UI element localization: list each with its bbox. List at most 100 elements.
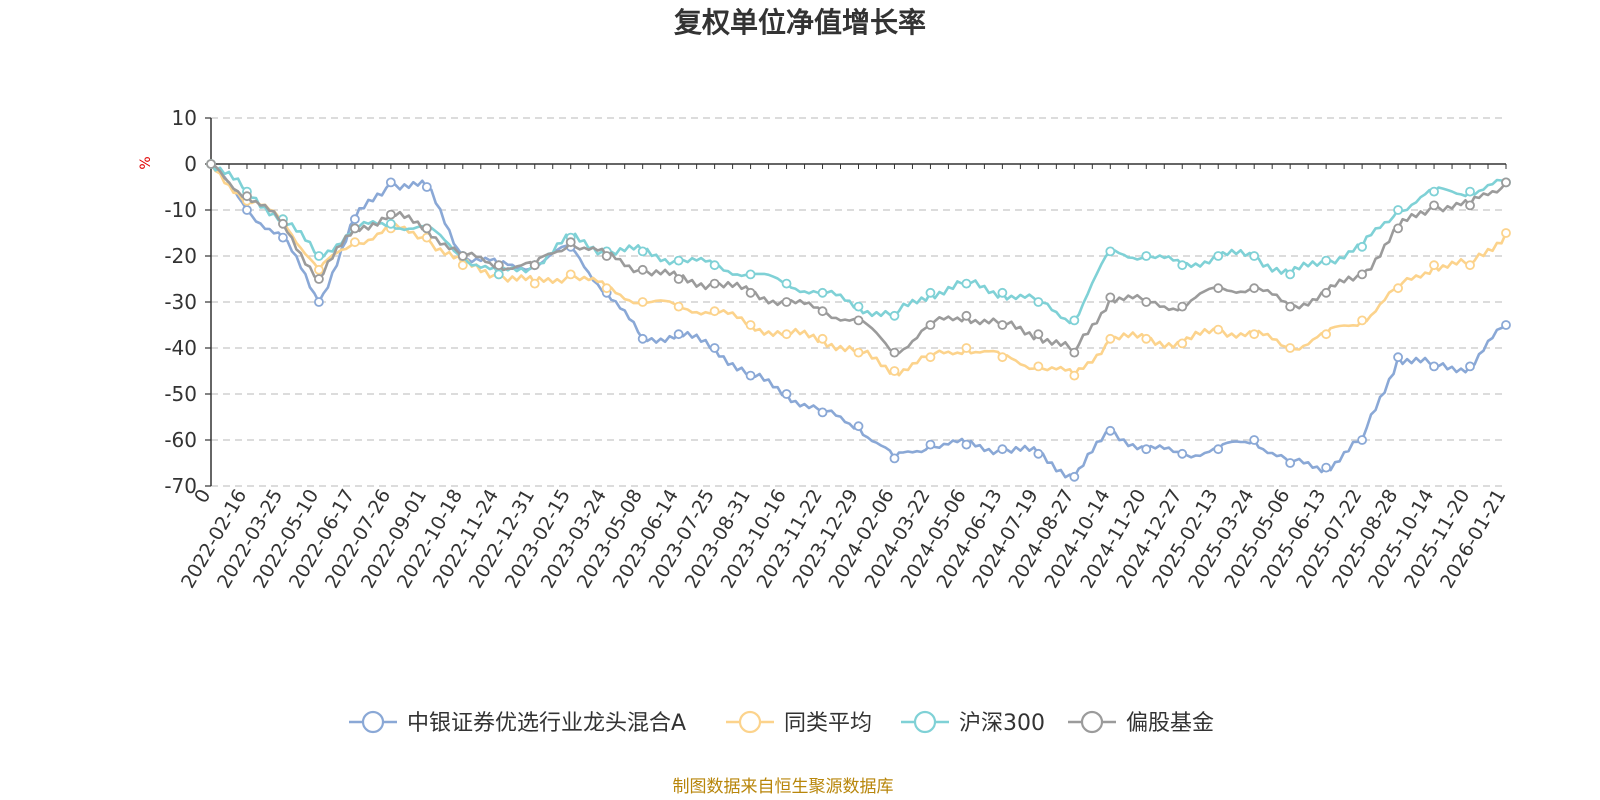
y-tick-label: -40 <box>164 336 197 360</box>
data-point <box>889 453 900 464</box>
data-point <box>314 297 324 307</box>
data-point <box>1213 251 1224 261</box>
data-point <box>997 444 1008 455</box>
data-point <box>637 246 648 257</box>
data-point <box>385 177 396 188</box>
data-point <box>1213 324 1224 335</box>
data-point <box>1429 186 1439 197</box>
data-point <box>1501 320 1511 330</box>
data-point <box>1177 338 1188 349</box>
data-point <box>1393 223 1403 234</box>
data-point <box>1033 329 1044 340</box>
data-point <box>385 209 396 220</box>
data-point <box>709 306 720 317</box>
legend: 中银证券优选行业龙头混合A 同类平均 沪深300 偏股基金 <box>349 710 1214 736</box>
data-point <box>1321 329 1332 340</box>
data-point <box>529 260 540 271</box>
data-point <box>314 274 324 284</box>
data-point <box>745 287 756 298</box>
data-point <box>853 315 864 326</box>
data-point <box>1357 269 1368 280</box>
data-point <box>709 343 720 353</box>
legend-label[interactable]: 同类平均 <box>784 711 872 736</box>
data-point <box>889 347 900 358</box>
legend-swatch-icon <box>913 710 937 734</box>
data-point <box>1249 283 1260 294</box>
data-point <box>1033 361 1044 372</box>
data-point <box>1357 241 1368 252</box>
data-point <box>1429 361 1439 372</box>
data-point <box>853 421 864 432</box>
data-point <box>997 320 1008 330</box>
data-point <box>457 251 468 261</box>
data-point <box>1393 352 1403 363</box>
data-point <box>1285 269 1296 280</box>
data-point <box>565 237 576 248</box>
data-point <box>421 182 432 192</box>
data-point <box>1321 287 1332 298</box>
data-point <box>673 255 684 266</box>
data-point <box>1249 329 1260 340</box>
data-point <box>1213 444 1224 455</box>
y-tick-label: -20 <box>164 244 197 268</box>
data-point <box>925 352 936 363</box>
data-point <box>457 260 468 271</box>
data-point <box>1321 462 1332 473</box>
data-point <box>1141 251 1152 261</box>
data-point <box>781 278 792 289</box>
data-point <box>1177 301 1188 312</box>
data-point <box>1177 260 1188 271</box>
data-point <box>709 260 720 271</box>
data-point <box>961 439 972 450</box>
data-point <box>1141 297 1152 307</box>
data-point <box>961 310 972 321</box>
y-tick-label: -30 <box>164 290 197 314</box>
data-point <box>889 310 900 321</box>
data-point <box>601 251 612 261</box>
data-point <box>421 223 432 234</box>
data-point <box>1069 370 1080 381</box>
data-point <box>1033 448 1044 459</box>
data-point <box>349 214 360 225</box>
legend-label[interactable]: 中银证券优选行业龙头混合A <box>407 711 686 736</box>
data-point <box>637 333 648 344</box>
y-tick-label: 10 <box>172 106 197 130</box>
data-point <box>1141 444 1152 455</box>
data-point <box>1105 246 1116 257</box>
data-point <box>1501 228 1511 238</box>
series-layer <box>206 159 1511 482</box>
data-point <box>493 260 504 271</box>
data-point <box>1213 283 1224 294</box>
data-point <box>1321 255 1332 266</box>
legend-label[interactable]: 偏股基金 <box>1126 711 1214 736</box>
data-point <box>1465 361 1475 372</box>
legend-swatch-icon <box>738 710 762 734</box>
data-point <box>1501 177 1511 188</box>
data-point <box>242 191 252 202</box>
data-point <box>1105 425 1116 436</box>
data-point <box>781 297 792 307</box>
data-point <box>529 278 540 289</box>
data-point <box>1177 448 1188 459</box>
data-point <box>637 297 648 307</box>
data-point <box>1069 471 1080 482</box>
data-point <box>781 329 792 340</box>
source-note: 制图数据来自恒生聚源数据库 <box>673 777 894 797</box>
data-point <box>1285 458 1296 468</box>
data-point <box>817 407 828 418</box>
legend-label[interactable]: 沪深300 <box>959 711 1045 736</box>
data-point <box>709 278 720 289</box>
data-point <box>1465 260 1475 271</box>
data-point <box>673 301 684 312</box>
data-point <box>1105 292 1116 303</box>
data-point <box>385 218 396 229</box>
data-point <box>349 223 360 234</box>
y-tick-label: -60 <box>164 428 197 452</box>
y-axis-unit: % <box>138 156 154 169</box>
x-tick-label: 0 <box>190 486 215 507</box>
data-point <box>1393 283 1403 294</box>
data-point <box>637 264 648 275</box>
y-tick-label: 0 <box>184 152 197 176</box>
data-point <box>817 306 828 317</box>
